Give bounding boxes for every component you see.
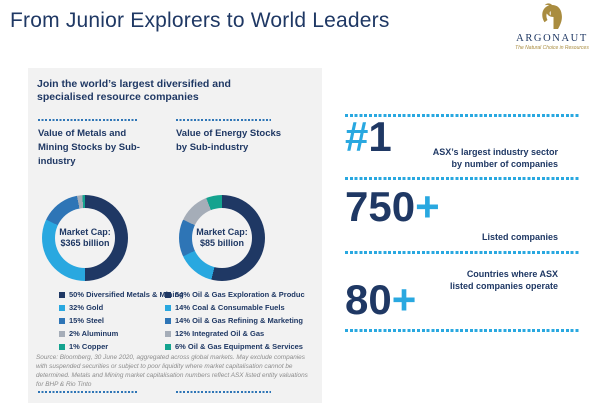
dotted-divider bbox=[345, 251, 580, 254]
legend-swatch bbox=[165, 330, 171, 337]
stat-suffix: + bbox=[415, 183, 440, 230]
metals-donut-center-label: Market Cap: $365 billion bbox=[55, 208, 115, 268]
dotted-divider bbox=[345, 329, 580, 332]
stat-caption-1: ASX’s largest industry sector by number … bbox=[432, 147, 558, 169]
argonaut-logo: ARGONAUT The Natural Choice in Resources bbox=[506, 2, 598, 51]
dotted-divider bbox=[345, 177, 580, 180]
energy-donut-center-label: Market Cap: $85 billion bbox=[192, 208, 252, 268]
helmet-icon bbox=[542, 3, 562, 29]
logo-tagline: The Natural Choice in Resources bbox=[515, 45, 589, 51]
panel-heading: Join the world’s largest diversified and… bbox=[37, 78, 231, 104]
legend-item: 14% Oil & Gas Refining & Marketing bbox=[165, 314, 305, 327]
legend-item: 14% Coal & Consumable Fuels bbox=[165, 301, 305, 314]
legend-swatch bbox=[165, 317, 171, 324]
legend-swatch bbox=[59, 330, 65, 337]
legend-item: 54% Oil & Gas Exploration & Produc bbox=[165, 288, 305, 301]
stat-value: 750 bbox=[345, 183, 416, 230]
stat-number-1: #1 bbox=[345, 116, 392, 158]
stat-number-2: 750+ bbox=[345, 186, 440, 228]
source-note: Source: Bloomberg, 30 June 2020, aggrega… bbox=[36, 354, 308, 388]
dotted-divider bbox=[176, 119, 271, 121]
stats-column: #1 ASX’s largest industry sector by numb… bbox=[345, 0, 580, 412]
legend-label: 2% Aluminum bbox=[69, 329, 119, 338]
legend-swatch bbox=[165, 304, 171, 311]
dotted-divider bbox=[176, 391, 271, 393]
dotted-divider bbox=[345, 114, 580, 117]
legend-swatch bbox=[59, 291, 65, 298]
legend-label: 12% Integrated Oil & Gas bbox=[175, 329, 265, 338]
legend-label: 1% Copper bbox=[69, 342, 109, 351]
legend-label: 32% Gold bbox=[69, 303, 104, 312]
legend-item: 12% Integrated Oil & Gas bbox=[165, 327, 305, 340]
legend-item: 15% Steel bbox=[59, 314, 184, 327]
stat-caption-2: Listed companies bbox=[481, 232, 558, 242]
legend-item: 32% Gold bbox=[59, 301, 184, 314]
energy-donut-chart: Market Cap: $85 billion bbox=[179, 195, 265, 281]
dotted-divider bbox=[38, 119, 138, 121]
stat-number-3: 80+ bbox=[345, 279, 416, 321]
legend-label: 6% Oil & Gas Equipment & Services bbox=[175, 342, 303, 351]
legend-item: 2% Aluminum bbox=[59, 327, 184, 340]
market-cap-value: $85 billion bbox=[199, 238, 244, 248]
legend-swatch bbox=[165, 343, 171, 350]
legend-swatch bbox=[59, 317, 65, 324]
legend-label: 14% Oil & Gas Refining & Marketing bbox=[175, 316, 303, 325]
legend-label: 50% Diversified Metals & Mining bbox=[69, 290, 184, 299]
legend-swatch bbox=[59, 343, 65, 350]
energy-chart-title: Value of Energy Stocks by Sub-industry bbox=[176, 128, 282, 153]
metals-donut-chart: Market Cap: $365 billion bbox=[42, 195, 128, 281]
resource-companies-panel: Join the world’s largest diversified and… bbox=[28, 68, 322, 403]
stat-prefix: # bbox=[345, 113, 369, 160]
legend-swatch bbox=[165, 291, 171, 298]
stat-value: 1 bbox=[368, 113, 392, 160]
legend-item: 1% Copper bbox=[59, 340, 184, 353]
page-title: From Junior Explorers to World Leaders bbox=[10, 9, 390, 32]
metals-legend: 50% Diversified Metals & Mining 32% Gold… bbox=[59, 288, 184, 353]
legend-swatch bbox=[59, 304, 65, 311]
legend-label: 54% Oil & Gas Exploration & Produc bbox=[175, 290, 305, 299]
legend-label: 14% Coal & Consumable Fuels bbox=[175, 303, 285, 312]
stat-caption-3: Countries where ASX listed companies ope… bbox=[449, 269, 558, 291]
energy-legend: 54% Oil & Gas Exploration & Produc 14% C… bbox=[165, 288, 305, 353]
legend-label: 15% Steel bbox=[69, 316, 105, 325]
metals-chart-title: Value of Metals and Mining Stocks by Sub… bbox=[38, 128, 140, 167]
stat-suffix: + bbox=[391, 276, 417, 323]
market-cap-label: Market Cap: bbox=[59, 226, 111, 237]
legend-item: 50% Diversified Metals & Mining bbox=[59, 288, 184, 301]
market-cap-label: Market Cap: bbox=[196, 226, 248, 237]
dotted-divider bbox=[38, 391, 138, 393]
legend-item: 6% Oil & Gas Equipment & Services bbox=[165, 340, 305, 353]
stat-value: 80 bbox=[345, 276, 392, 323]
market-cap-value: $365 billion bbox=[60, 238, 110, 248]
logo-wordmark: ARGONAUT bbox=[516, 33, 588, 44]
